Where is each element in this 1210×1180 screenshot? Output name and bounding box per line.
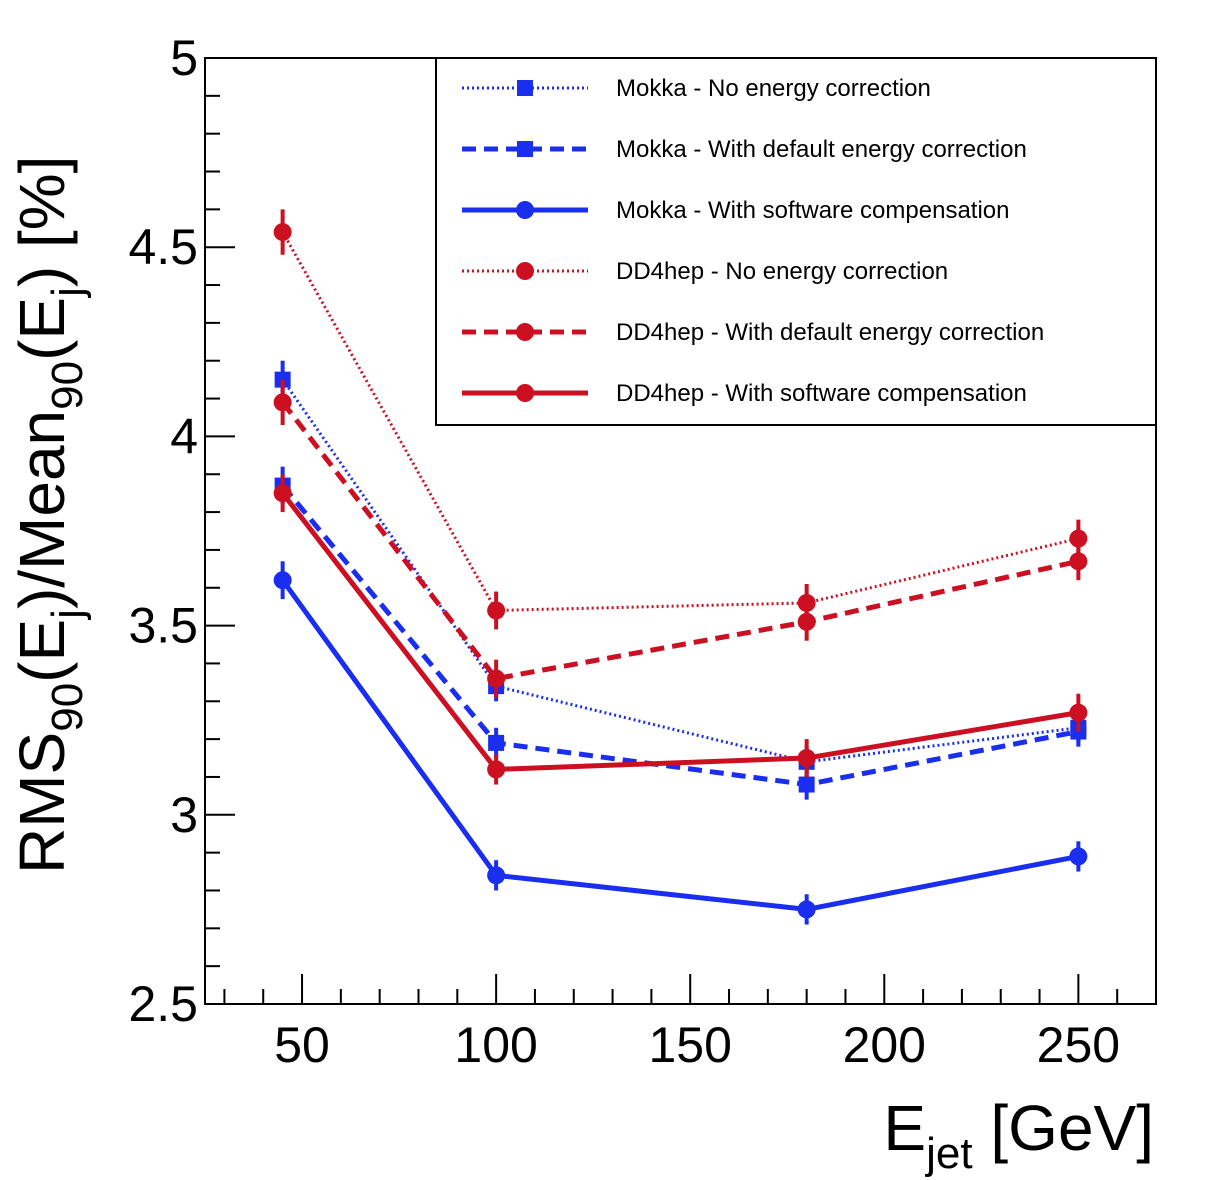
legend-label: Mokka - With default energy correction bbox=[616, 136, 1027, 163]
y-tick-label: 4.5 bbox=[128, 219, 198, 275]
x-tick-label: 50 bbox=[274, 1017, 330, 1073]
y-tick-label: 3.5 bbox=[128, 598, 198, 654]
data-point bbox=[273, 393, 292, 412]
legend-marker bbox=[517, 80, 533, 96]
legend-box bbox=[435, 57, 1157, 426]
x-axis: 50 100 150 200 250 bbox=[223, 974, 1157, 1073]
legend-label: DD4hep - With software compensation bbox=[616, 380, 1027, 407]
data-point bbox=[1069, 529, 1088, 548]
data-point bbox=[797, 749, 816, 768]
legend-marker bbox=[516, 384, 534, 402]
y-tick-label: 5 bbox=[170, 30, 198, 86]
data-point bbox=[1069, 552, 1088, 571]
y-axis: 2.5 3 3.5 4 4.5 5 bbox=[128, 30, 235, 1032]
series-layer bbox=[273, 209, 1088, 925]
y-tick-label: 2.5 bbox=[128, 976, 198, 1032]
series bbox=[273, 379, 1088, 698]
y-tick-label: 4 bbox=[170, 408, 198, 464]
x-axis-label: Ejet [GeV] bbox=[883, 1092, 1154, 1178]
series bbox=[273, 561, 1088, 925]
legend-label: DD4hep - No energy correction bbox=[616, 258, 948, 285]
legend-marker bbox=[516, 201, 534, 219]
data-point bbox=[488, 734, 505, 751]
series bbox=[274, 466, 1087, 800]
data-point bbox=[487, 760, 506, 779]
x-tick-label: 150 bbox=[648, 1017, 731, 1073]
data-point bbox=[487, 866, 506, 885]
series-line bbox=[281, 378, 1079, 764]
series-line bbox=[280, 578, 1079, 912]
data-point bbox=[273, 484, 292, 503]
legend-marker bbox=[517, 141, 533, 157]
legend-label: DD4hep - With default energy correction bbox=[616, 319, 1044, 346]
legend: Mokka - No energy correction Mokka - With… bbox=[435, 57, 1157, 426]
legend-marker bbox=[516, 262, 534, 280]
series-line bbox=[280, 400, 1079, 682]
legend-label: Mokka - No energy correction bbox=[616, 75, 931, 102]
series-line bbox=[280, 491, 1079, 772]
data-point bbox=[797, 612, 816, 631]
data-point bbox=[487, 669, 506, 688]
data-point bbox=[1069, 703, 1088, 722]
data-point bbox=[797, 900, 816, 919]
y-tick-label: 3 bbox=[170, 787, 198, 843]
data-point bbox=[1069, 847, 1088, 866]
data-point bbox=[798, 776, 815, 793]
data-point bbox=[273, 223, 292, 242]
x-tick-label: 200 bbox=[843, 1017, 926, 1073]
data-point bbox=[273, 571, 292, 590]
data-point bbox=[487, 601, 506, 620]
x-tick-label: 100 bbox=[454, 1017, 537, 1073]
x-tick-label: 250 bbox=[1037, 1017, 1120, 1073]
series bbox=[273, 474, 1088, 785]
legend-marker bbox=[516, 323, 534, 341]
y-axis-label: RMS90(Ej)/Mean90(Ej) [%] bbox=[6, 156, 92, 874]
legend-label: Mokka - With software compensation bbox=[616, 197, 1009, 224]
series-line bbox=[280, 483, 1079, 788]
